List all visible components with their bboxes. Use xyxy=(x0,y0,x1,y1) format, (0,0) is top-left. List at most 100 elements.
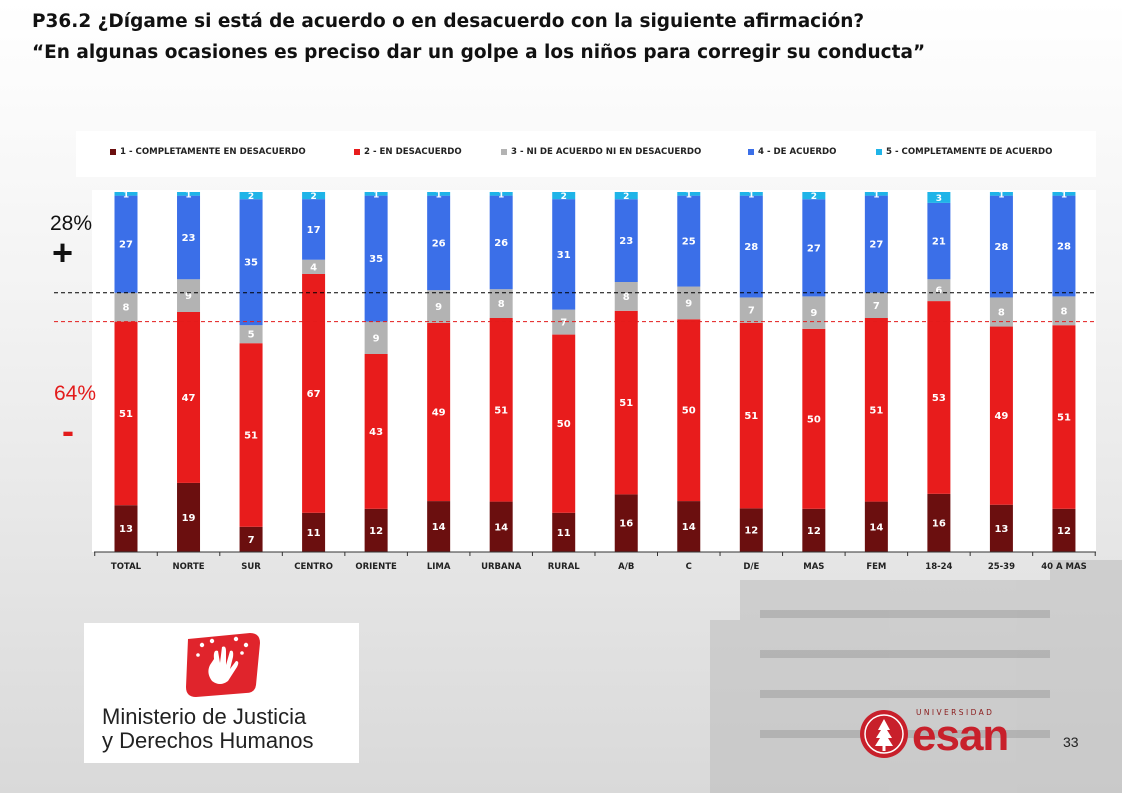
x-tick-label-12: FEM xyxy=(866,562,886,572)
data-label-2-2: 51 xyxy=(244,431,258,442)
data-label-3-5: 9 xyxy=(435,302,442,313)
bar-segment-2-5 xyxy=(427,322,451,502)
positive-total-label: 28% xyxy=(50,212,93,235)
bar-segment-2-14 xyxy=(989,326,1013,505)
data-label-5-3: 2 xyxy=(310,192,316,202)
bar-segment-4-9 xyxy=(677,195,701,287)
bar-segment-2-8 xyxy=(614,310,638,495)
data-label-1-3: 11 xyxy=(307,528,321,539)
data-label-2-12: 51 xyxy=(869,405,883,416)
x-tick-label-7: RURAL xyxy=(548,562,581,572)
bar-segment-1-6 xyxy=(489,501,513,552)
data-label-5-10: 1 xyxy=(748,190,754,200)
data-label-3-11: 9 xyxy=(810,308,817,319)
bar-segment-2-3 xyxy=(302,273,326,513)
bar-segment-3-14 xyxy=(989,297,1013,327)
data-label-3-12: 7 xyxy=(873,301,880,312)
negative-total-label: 64% xyxy=(54,382,97,405)
bar-segment-3-12 xyxy=(864,292,888,318)
data-label-1-1: 19 xyxy=(182,513,196,524)
data-label-3-8: 8 xyxy=(623,292,630,303)
legend-label-1: 1 - COMPLETAMENTE EN DESACUERDO xyxy=(120,147,306,157)
bar-segment-3-0 xyxy=(114,292,138,322)
data-label-1-0: 13 xyxy=(119,524,133,535)
bar-segment-1-9 xyxy=(677,501,701,552)
data-label-4-4: 35 xyxy=(369,254,383,265)
data-label-1-2: 7 xyxy=(248,535,255,546)
data-label-4-9: 25 xyxy=(682,237,696,248)
minus-sign: - xyxy=(62,410,74,451)
x-tick-label-9: C xyxy=(686,562,692,572)
bar-segment-1-13 xyxy=(927,493,951,552)
data-label-4-14: 28 xyxy=(994,242,1008,253)
data-label-4-7: 31 xyxy=(557,250,571,261)
x-tick-label-13: 18-24 xyxy=(925,562,952,572)
data-label-4-1: 23 xyxy=(182,233,196,244)
data-label-3-13: 6 xyxy=(935,286,942,297)
bar-segment-1-4 xyxy=(364,508,388,552)
x-tick-label-8: A/B xyxy=(618,562,634,572)
data-label-5-1: 1 xyxy=(185,190,191,200)
bar-segment-5-13 xyxy=(927,192,951,203)
ministerio-line1: Ministerio de Justicia xyxy=(102,704,307,729)
legend-item-4: 4 - DE ACUERDO xyxy=(748,147,836,157)
bar-segment-3-6 xyxy=(489,289,513,318)
bar-segment-3-3 xyxy=(302,259,326,274)
bar-segment-1-0 xyxy=(114,505,138,552)
data-label-5-5: 1 xyxy=(436,190,442,200)
data-label-4-8: 23 xyxy=(619,236,633,247)
bar-segment-4-6 xyxy=(489,195,513,290)
bar-segment-1-1 xyxy=(177,482,201,552)
bar-segment-5-6 xyxy=(489,192,513,196)
bar-segment-4-8 xyxy=(614,199,638,282)
data-label-4-12: 27 xyxy=(869,240,883,251)
bar-segment-5-4 xyxy=(364,192,388,196)
x-tick-label-11: MAS xyxy=(803,562,824,572)
bar-segment-4-1 xyxy=(177,195,201,280)
bar-segment-2-2 xyxy=(239,343,263,527)
legend-swatch-2 xyxy=(354,149,360,155)
bar-segment-3-15 xyxy=(1052,296,1076,326)
legend-item-5: 5 - COMPLETAMENTE DE ACUERDO xyxy=(876,147,1052,157)
bar-segment-3-7 xyxy=(552,309,576,335)
data-label-1-14: 13 xyxy=(994,524,1008,535)
data-label-1-15: 12 xyxy=(1057,526,1071,537)
bar-segment-4-2 xyxy=(239,199,263,326)
bar-segment-3-1 xyxy=(177,279,201,312)
bar-segment-1-10 xyxy=(739,508,763,552)
legend-label-5: 5 - COMPLETAMENTE DE ACUERDO xyxy=(886,147,1053,157)
bar-segment-2-1 xyxy=(177,312,201,483)
bar-segment-3-5 xyxy=(427,290,451,323)
data-label-3-4: 9 xyxy=(373,333,380,344)
bar-segment-2-9 xyxy=(677,319,701,502)
data-label-1-5: 14 xyxy=(432,522,446,533)
data-label-3-15: 8 xyxy=(1060,306,1067,317)
bar-segment-4-13 xyxy=(927,202,951,280)
x-tick-label-0: TOTAL xyxy=(111,562,142,572)
data-label-4-15: 28 xyxy=(1057,242,1071,253)
x-tick-label-6: URBANA xyxy=(481,562,522,572)
data-label-5-15: 1 xyxy=(1061,190,1067,200)
legend-swatch-4 xyxy=(748,149,754,155)
data-label-1-9: 14 xyxy=(682,522,696,533)
legend-label-4: 4 - DE ACUERDO xyxy=(758,147,837,157)
bar-segment-2-11 xyxy=(802,328,826,509)
page-title: P36.2 ¿Dígame si está de acuerdo o en de… xyxy=(32,6,1092,68)
data-label-5-11: 2 xyxy=(811,192,817,202)
bar-segment-2-7 xyxy=(552,334,576,513)
data-label-3-3: 4 xyxy=(310,262,317,273)
bar-segment-4-3 xyxy=(302,199,326,260)
data-label-1-8: 16 xyxy=(619,519,633,530)
esan-seal-icon xyxy=(860,710,908,758)
bar-segment-2-4 xyxy=(364,354,388,509)
bar-segment-5-15 xyxy=(1052,192,1076,196)
x-tick-label-10: D/E xyxy=(743,562,759,572)
data-label-2-0: 51 xyxy=(119,409,133,420)
ministerio-name: Ministerio de Justicia y Derechos Humano… xyxy=(102,705,352,753)
data-label-5-0: 1 xyxy=(123,190,129,200)
data-label-2-13: 53 xyxy=(932,393,946,404)
bar-segment-5-1 xyxy=(177,192,201,196)
data-label-2-15: 51 xyxy=(1057,413,1071,424)
data-label-3-6: 8 xyxy=(498,299,505,310)
data-label-1-12: 14 xyxy=(869,522,883,533)
